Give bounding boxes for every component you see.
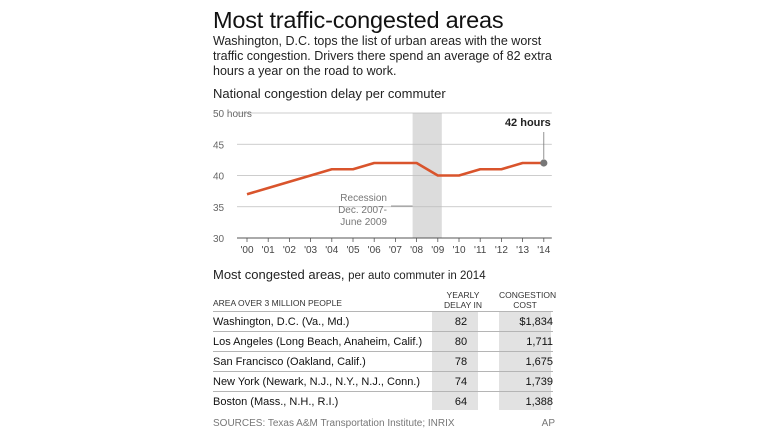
table-row: Washington, D.C. (Va., Md.) 82 $1,834 bbox=[213, 311, 553, 332]
recession-annotation: June 2009 bbox=[340, 217, 387, 228]
column-header-cost: CONGESTION COST bbox=[499, 290, 557, 310]
table-row: Boston (Mass., N.H., R.I.) 64 1,388 bbox=[213, 391, 553, 412]
row-delay: 74 bbox=[454, 376, 468, 388]
row-delay: 64 bbox=[454, 396, 468, 408]
x-tick-label: '12 bbox=[495, 245, 508, 256]
x-tick-label: '13 bbox=[516, 245, 529, 256]
column-header-cost-line2: COST bbox=[513, 300, 537, 310]
y-tick-label: 45 bbox=[213, 140, 225, 151]
row-area: San Francisco (Oakland, Calif.) bbox=[213, 356, 366, 368]
x-tick-label: '05 bbox=[346, 245, 359, 256]
x-tick-label: '09 bbox=[431, 245, 444, 256]
table-row: San Francisco (Oakland, Calif.) 78 1,675 bbox=[213, 351, 553, 372]
graphic-description: Washington, D.C. tops the list of urban … bbox=[213, 34, 552, 78]
x-tick-label: '14 bbox=[537, 245, 550, 256]
row-cost: 1,388 bbox=[525, 396, 553, 408]
y-tick-label: 35 bbox=[213, 203, 225, 214]
row-delay: 82 bbox=[454, 316, 468, 328]
chart-title: National congestion delay per commuter bbox=[213, 86, 446, 101]
source-note: SOURCES: Texas A&M Transportation Instit… bbox=[213, 418, 455, 429]
table-row: New York (Newark, N.J., N.Y., N.J., Conn… bbox=[213, 371, 553, 392]
row-delay: 80 bbox=[454, 336, 468, 348]
row-area: Boston (Mass., N.H., R.I.) bbox=[213, 396, 339, 408]
table-title-main: Most congested areas, bbox=[213, 267, 345, 282]
x-tick-label: '08 bbox=[410, 245, 423, 256]
credit-label: AP bbox=[541, 418, 555, 429]
x-tick-label: '02 bbox=[283, 245, 296, 256]
column-header-area: AREA OVER 3 MILLION PEOPLE bbox=[213, 298, 342, 308]
table-row: Los Angeles (Long Beach, Anaheim, Calif.… bbox=[213, 331, 553, 352]
x-tick-label: '04 bbox=[325, 245, 338, 256]
x-tick-label: '06 bbox=[368, 245, 381, 256]
congestion-line-chart: 30 35 40 45 50 hours '00 '01 '02 '03 '04 '05 '06 '07… bbox=[213, 109, 552, 256]
column-header-cost-line1: CONGESTION bbox=[499, 290, 557, 300]
row-cost: 1,739 bbox=[525, 376, 553, 388]
x-tick-label: '00 bbox=[240, 245, 253, 256]
y-tick-label: 50 hours bbox=[213, 109, 252, 120]
y-tick-label: 40 bbox=[213, 172, 225, 183]
cost-column-shading bbox=[499, 311, 551, 410]
row-delay: 78 bbox=[454, 356, 468, 368]
x-tick-label: '01 bbox=[262, 245, 275, 256]
x-tick-label: '11 bbox=[474, 245, 487, 256]
row-area: Washington, D.C. (Va., Md.) bbox=[213, 316, 350, 328]
recession-annotation: Dec. 2007- bbox=[338, 205, 387, 216]
row-area: New York (Newark, N.J., N.Y., N.J., Conn… bbox=[213, 376, 421, 388]
column-header-delay-line1: YEARLY bbox=[446, 290, 480, 300]
end-value-label: 42 hours bbox=[505, 117, 551, 129]
row-cost: 1,711 bbox=[526, 336, 553, 348]
delay-column-shading bbox=[432, 311, 478, 410]
row-area: Los Angeles (Long Beach, Anaheim, Calif.… bbox=[213, 336, 423, 348]
x-tick-label: '03 bbox=[304, 245, 317, 256]
graphic-panel: Most traffic-congested areas Washington,… bbox=[203, 0, 561, 432]
congestion-series-line bbox=[246, 161, 544, 196]
recession-annotation: Recession bbox=[340, 193, 387, 204]
x-tick-label: '07 bbox=[389, 245, 402, 256]
end-point-marker bbox=[540, 159, 548, 167]
graphic-title: Most traffic-congested areas bbox=[213, 7, 504, 33]
table-title-sub: per auto commuter in 2014 bbox=[348, 270, 486, 282]
row-cost: $1,834 bbox=[519, 316, 553, 328]
row-cost: 1,675 bbox=[525, 356, 553, 368]
x-tick-label: '10 bbox=[452, 245, 465, 256]
y-tick-label: 30 bbox=[213, 234, 225, 245]
table-title: Most congested areas, per auto commuter … bbox=[213, 267, 486, 282]
